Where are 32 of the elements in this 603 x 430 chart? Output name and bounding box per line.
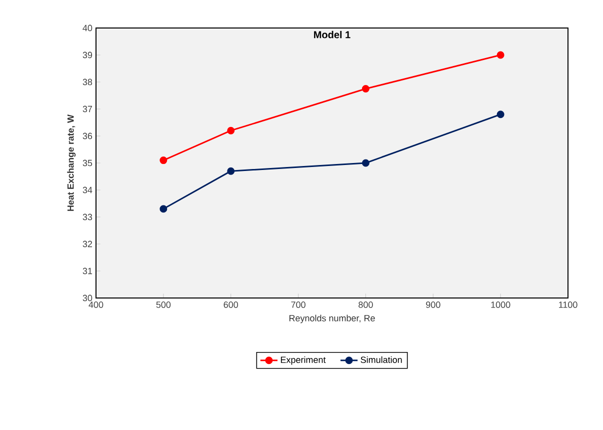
x-tick-label: 800 (358, 302, 373, 308)
y-axis-title: Heat Exchange rate, W (67, 114, 76, 211)
y-tick-label: 37 (82, 106, 92, 112)
point (362, 159, 370, 167)
point (496, 110, 504, 118)
y-tick-label: 35 (82, 160, 92, 166)
y-tick-label: 30 (82, 294, 92, 302)
x-tick-label: 500 (156, 302, 171, 308)
point (496, 51, 504, 59)
x-tick-label: 1000 (491, 302, 510, 308)
y-tick-label: 39 (82, 52, 92, 58)
x-axis-title: Reynolds number, Re (289, 314, 375, 324)
y-tick-label: 38 (82, 78, 92, 86)
point (160, 156, 168, 164)
y-tick-label: 40 (82, 24, 92, 32)
point (227, 167, 235, 175)
x-tick-label: 1100 (559, 302, 578, 308)
legend-label: Experiment (280, 356, 326, 365)
point (362, 84, 370, 92)
point (160, 205, 168, 213)
chart-title: Model 1 (314, 30, 350, 38)
x-tick-label: 900 (426, 302, 440, 308)
legend-label: Simulation (360, 356, 402, 363)
point (227, 126, 235, 134)
y-tick-label: 34 (82, 186, 92, 194)
y-tick-label: 31 (82, 268, 92, 274)
x-tick-label: 400 (88, 302, 104, 308)
y-tick-label: 33 (82, 214, 92, 220)
x-tick-label: 700 (291, 302, 306, 308)
y-tick-label: 32 (82, 240, 92, 248)
x-tick-label: 600 (224, 302, 238, 308)
y-tick-label: 36 (82, 132, 92, 140)
